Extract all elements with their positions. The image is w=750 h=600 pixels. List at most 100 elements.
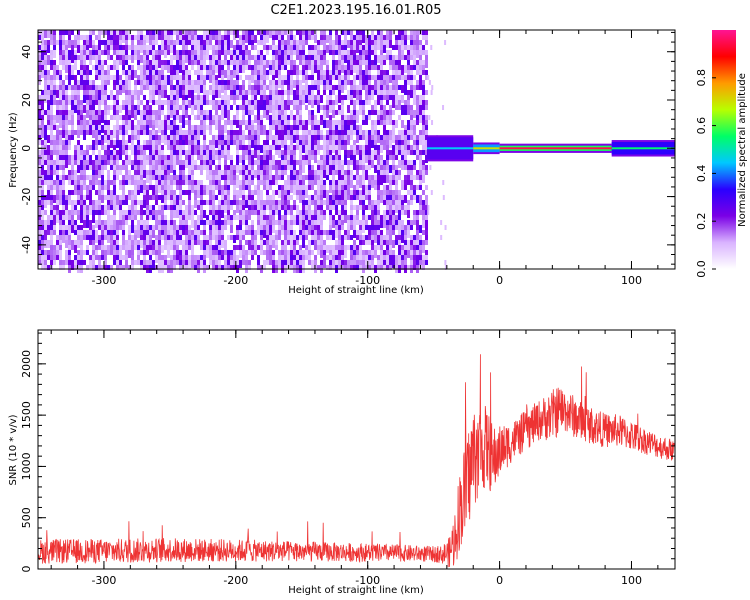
spectrogram-cell: [341, 170, 344, 175]
spectrogram-cell: [347, 65, 350, 73]
spectrogram-cell: [326, 150, 329, 155]
spectrogram-cell: [263, 250, 266, 255]
spectrogram-cell: [386, 160, 389, 165]
spectrogram-cell: [50, 185, 53, 190]
spectrogram-cell: [413, 255, 416, 263]
spectrogram-cell: [116, 245, 119, 250]
spectrogram-cell: [362, 255, 365, 263]
spectrogram-cell: [236, 40, 239, 48]
spectrogram-cell: [359, 190, 362, 198]
spectrogram-cell: [77, 115, 80, 120]
spectrogram-cell: [203, 140, 206, 145]
spectrogram-cell: [215, 205, 218, 210]
spectrogram-cell: [218, 150, 221, 158]
spectrogram-cell: [254, 250, 257, 255]
spectrogram-cell: [248, 135, 251, 143]
spectrogram-cell: [155, 235, 158, 240]
spectrogram-cell: [230, 30, 233, 35]
spectrogram-cell: [353, 150, 356, 155]
spectrogram-cell: [317, 225, 320, 230]
spectrogram-cell: [182, 85, 185, 93]
spectrogram-cell: [140, 175, 143, 180]
spectrogram-cell: [227, 35, 230, 40]
spectrogram-cell: [260, 175, 263, 183]
spectrogram-cell: [137, 130, 140, 138]
spectrogram-cell: [188, 215, 191, 220]
spectrogram-cell: [215, 230, 218, 238]
spectrogram-cell: [107, 30, 110, 35]
spectrogram-cell: [323, 110, 326, 118]
spectrogram-cell: [119, 265, 122, 270]
spectrogram-cell: [203, 150, 206, 158]
spectrogram-cell: [218, 70, 221, 78]
spectrogram-cell: [59, 80, 62, 85]
spectrogram-cell: [50, 260, 53, 265]
spectrogram-cell: [152, 45, 155, 50]
spectrogram-cell: [368, 80, 371, 88]
spectrogram-cell: [200, 65, 203, 73]
spectrogram-cell: [209, 250, 212, 258]
spectrogram-cell: [341, 220, 344, 225]
spectrogram-cell: [254, 60, 257, 65]
spectrogram-cell: [206, 50, 209, 58]
spectrogram-cell: [404, 185, 407, 190]
spectrogram-cell: [209, 150, 212, 155]
spectrogram-cell: [62, 115, 65, 120]
spectrogram-cell: [260, 40, 263, 45]
spectrogram-cell: [290, 30, 293, 38]
spectrogram-cell: [95, 75, 98, 80]
spectrogram-cell: [122, 230, 125, 235]
spectrogram-cell: [197, 75, 200, 80]
spectrogram-cell: [347, 260, 350, 265]
spectrogram-cell: [353, 220, 356, 225]
spectrogram-cell: [119, 155, 122, 160]
spectrogram-cell: [161, 195, 164, 203]
spectrogram-cell: [281, 65, 284, 70]
spectrogram-cell: [374, 50, 377, 55]
spectrogram-cell: [365, 235, 368, 243]
spectrogram-cell: [122, 135, 125, 140]
spectrogram-cell: [161, 135, 164, 143]
spectrogram-cell: [350, 260, 353, 265]
spectrogram-cell: [263, 265, 266, 270]
spectrogram-cell: [224, 135, 227, 140]
spectrogram-cell: [323, 40, 326, 45]
spectrogram-cell: [122, 80, 125, 88]
spectrogram-cell: [131, 40, 134, 45]
spectrogram-cell: [206, 220, 209, 225]
spectrogram-cell: [386, 55, 389, 60]
spectrogram-cell: [77, 165, 80, 173]
spectrogram-cell: [374, 185, 377, 190]
spectrogram-cell: [233, 250, 236, 255]
spectrogram-cell: [119, 40, 122, 45]
spectrogram-cell: [311, 55, 314, 60]
spectrogram-cell: [413, 85, 416, 90]
spectrogram-cell: [338, 190, 341, 195]
spectrogram-cell: [155, 225, 158, 230]
spectrogram-cell: [335, 230, 338, 238]
spectrogram-cell: [137, 120, 140, 128]
spectrogram-cell: [359, 235, 362, 240]
spectrogram-cell: [335, 60, 338, 65]
spectrogram-cell: [164, 215, 167, 223]
spectrogram-cell: [407, 80, 410, 85]
spectrogram-cell: [98, 220, 101, 228]
spectrogram-cell: [98, 85, 101, 93]
spectrogram-cell: [125, 130, 128, 135]
spectrogram-cell: [353, 145, 356, 150]
spectrogram-cell: [152, 65, 155, 70]
spectrogram-cell: [416, 140, 419, 148]
spectrogram-cell: [56, 75, 59, 80]
spectrogram-cell: [239, 90, 242, 95]
spectrogram-cell: [311, 120, 314, 125]
spectrogram-cell: [263, 30, 266, 35]
spectrogram-cell: [242, 165, 245, 173]
spectrogram-cell: [110, 230, 113, 235]
spectrogram-cell: [380, 30, 383, 38]
spectrogram-cell: [335, 250, 338, 258]
spectrogram-cell: [182, 255, 185, 260]
spectrogram-cell: [230, 205, 233, 210]
spectrogram-cell: [164, 120, 167, 125]
spectrogram-cell: [137, 40, 140, 45]
spectrogram-cell: [398, 170, 401, 178]
